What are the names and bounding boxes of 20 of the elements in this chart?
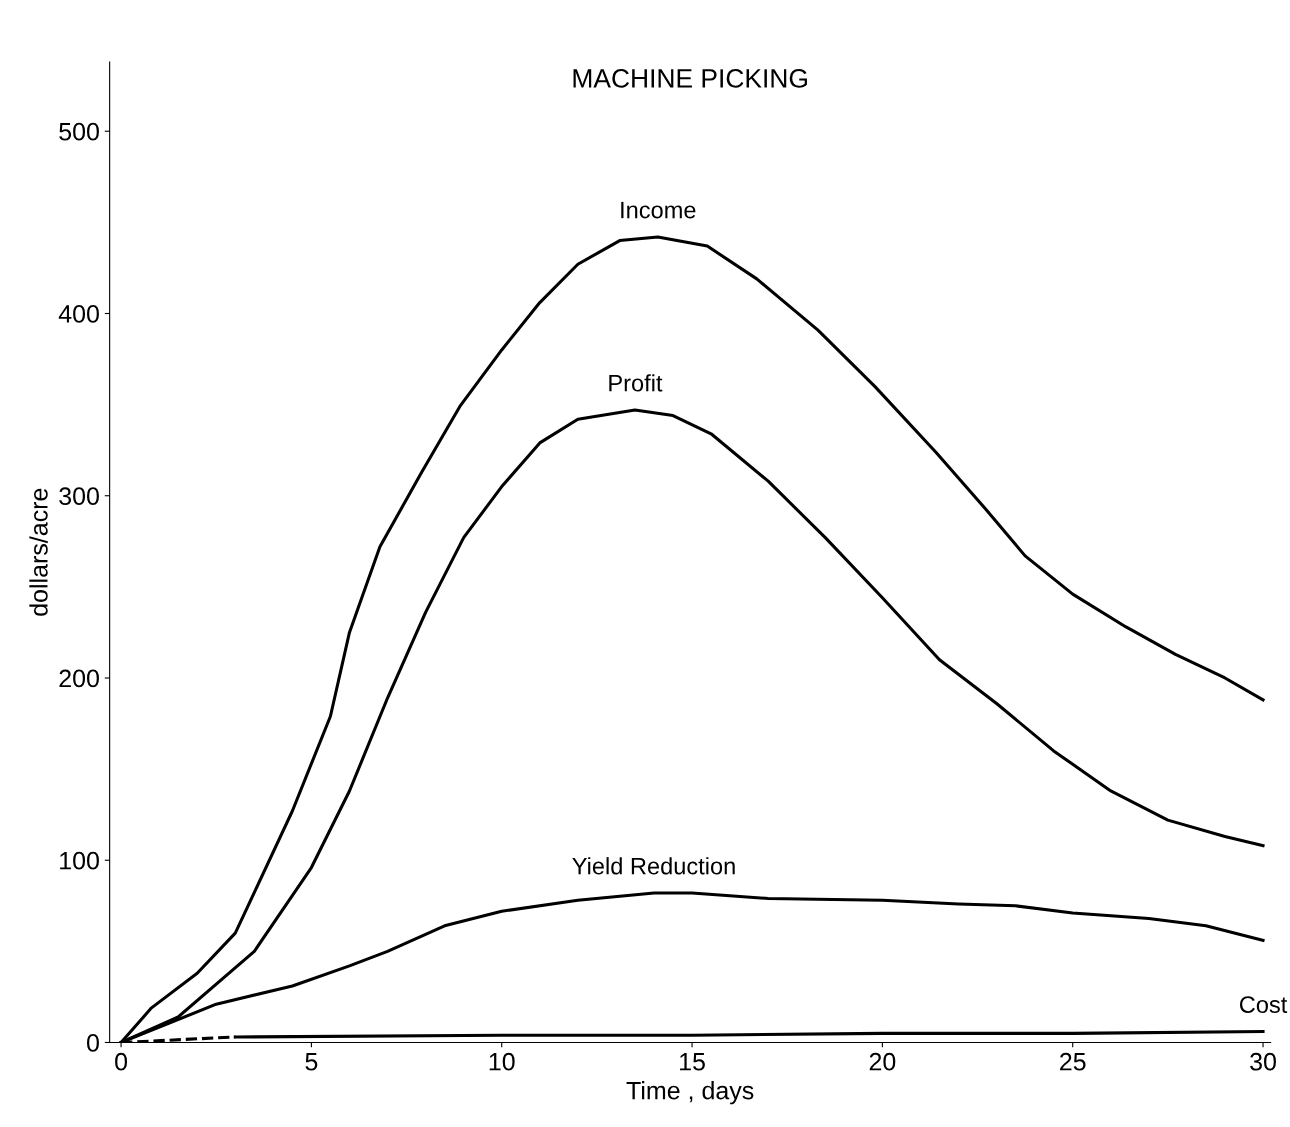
- y-tick-label: 500: [59, 122, 99, 141]
- y-tick-label: 0: [87, 1034, 99, 1052]
- y-tick-label: 300: [59, 487, 99, 506]
- x-axis-title: Time , days: [626, 1081, 754, 1105]
- series-label: Yield Reduction: [572, 857, 735, 875]
- y-axis-title: dollars/acre: [29, 488, 48, 616]
- y-tick-label: 100: [60, 851, 99, 870]
- y-tick-label: 400: [58, 305, 99, 323]
- y-tick-label: 200: [59, 669, 99, 688]
- x-tick-label: 30: [1250, 1052, 1276, 1071]
- series-label: Income: [621, 201, 696, 219]
- series-label: Profit: [609, 374, 663, 392]
- x-tick-label: 15: [680, 1053, 705, 1071]
- x-tick-label: 10: [489, 1052, 515, 1071]
- chart-title: MACHINE PICKING: [573, 69, 807, 88]
- x-tick-label: 5: [305, 1053, 318, 1071]
- x-tick-label: 20: [869, 1052, 896, 1071]
- x-tick-label: 0: [115, 1052, 128, 1071]
- x-tick-label: 25: [1060, 1052, 1086, 1071]
- series-label: Cost: [1239, 996, 1288, 1013]
